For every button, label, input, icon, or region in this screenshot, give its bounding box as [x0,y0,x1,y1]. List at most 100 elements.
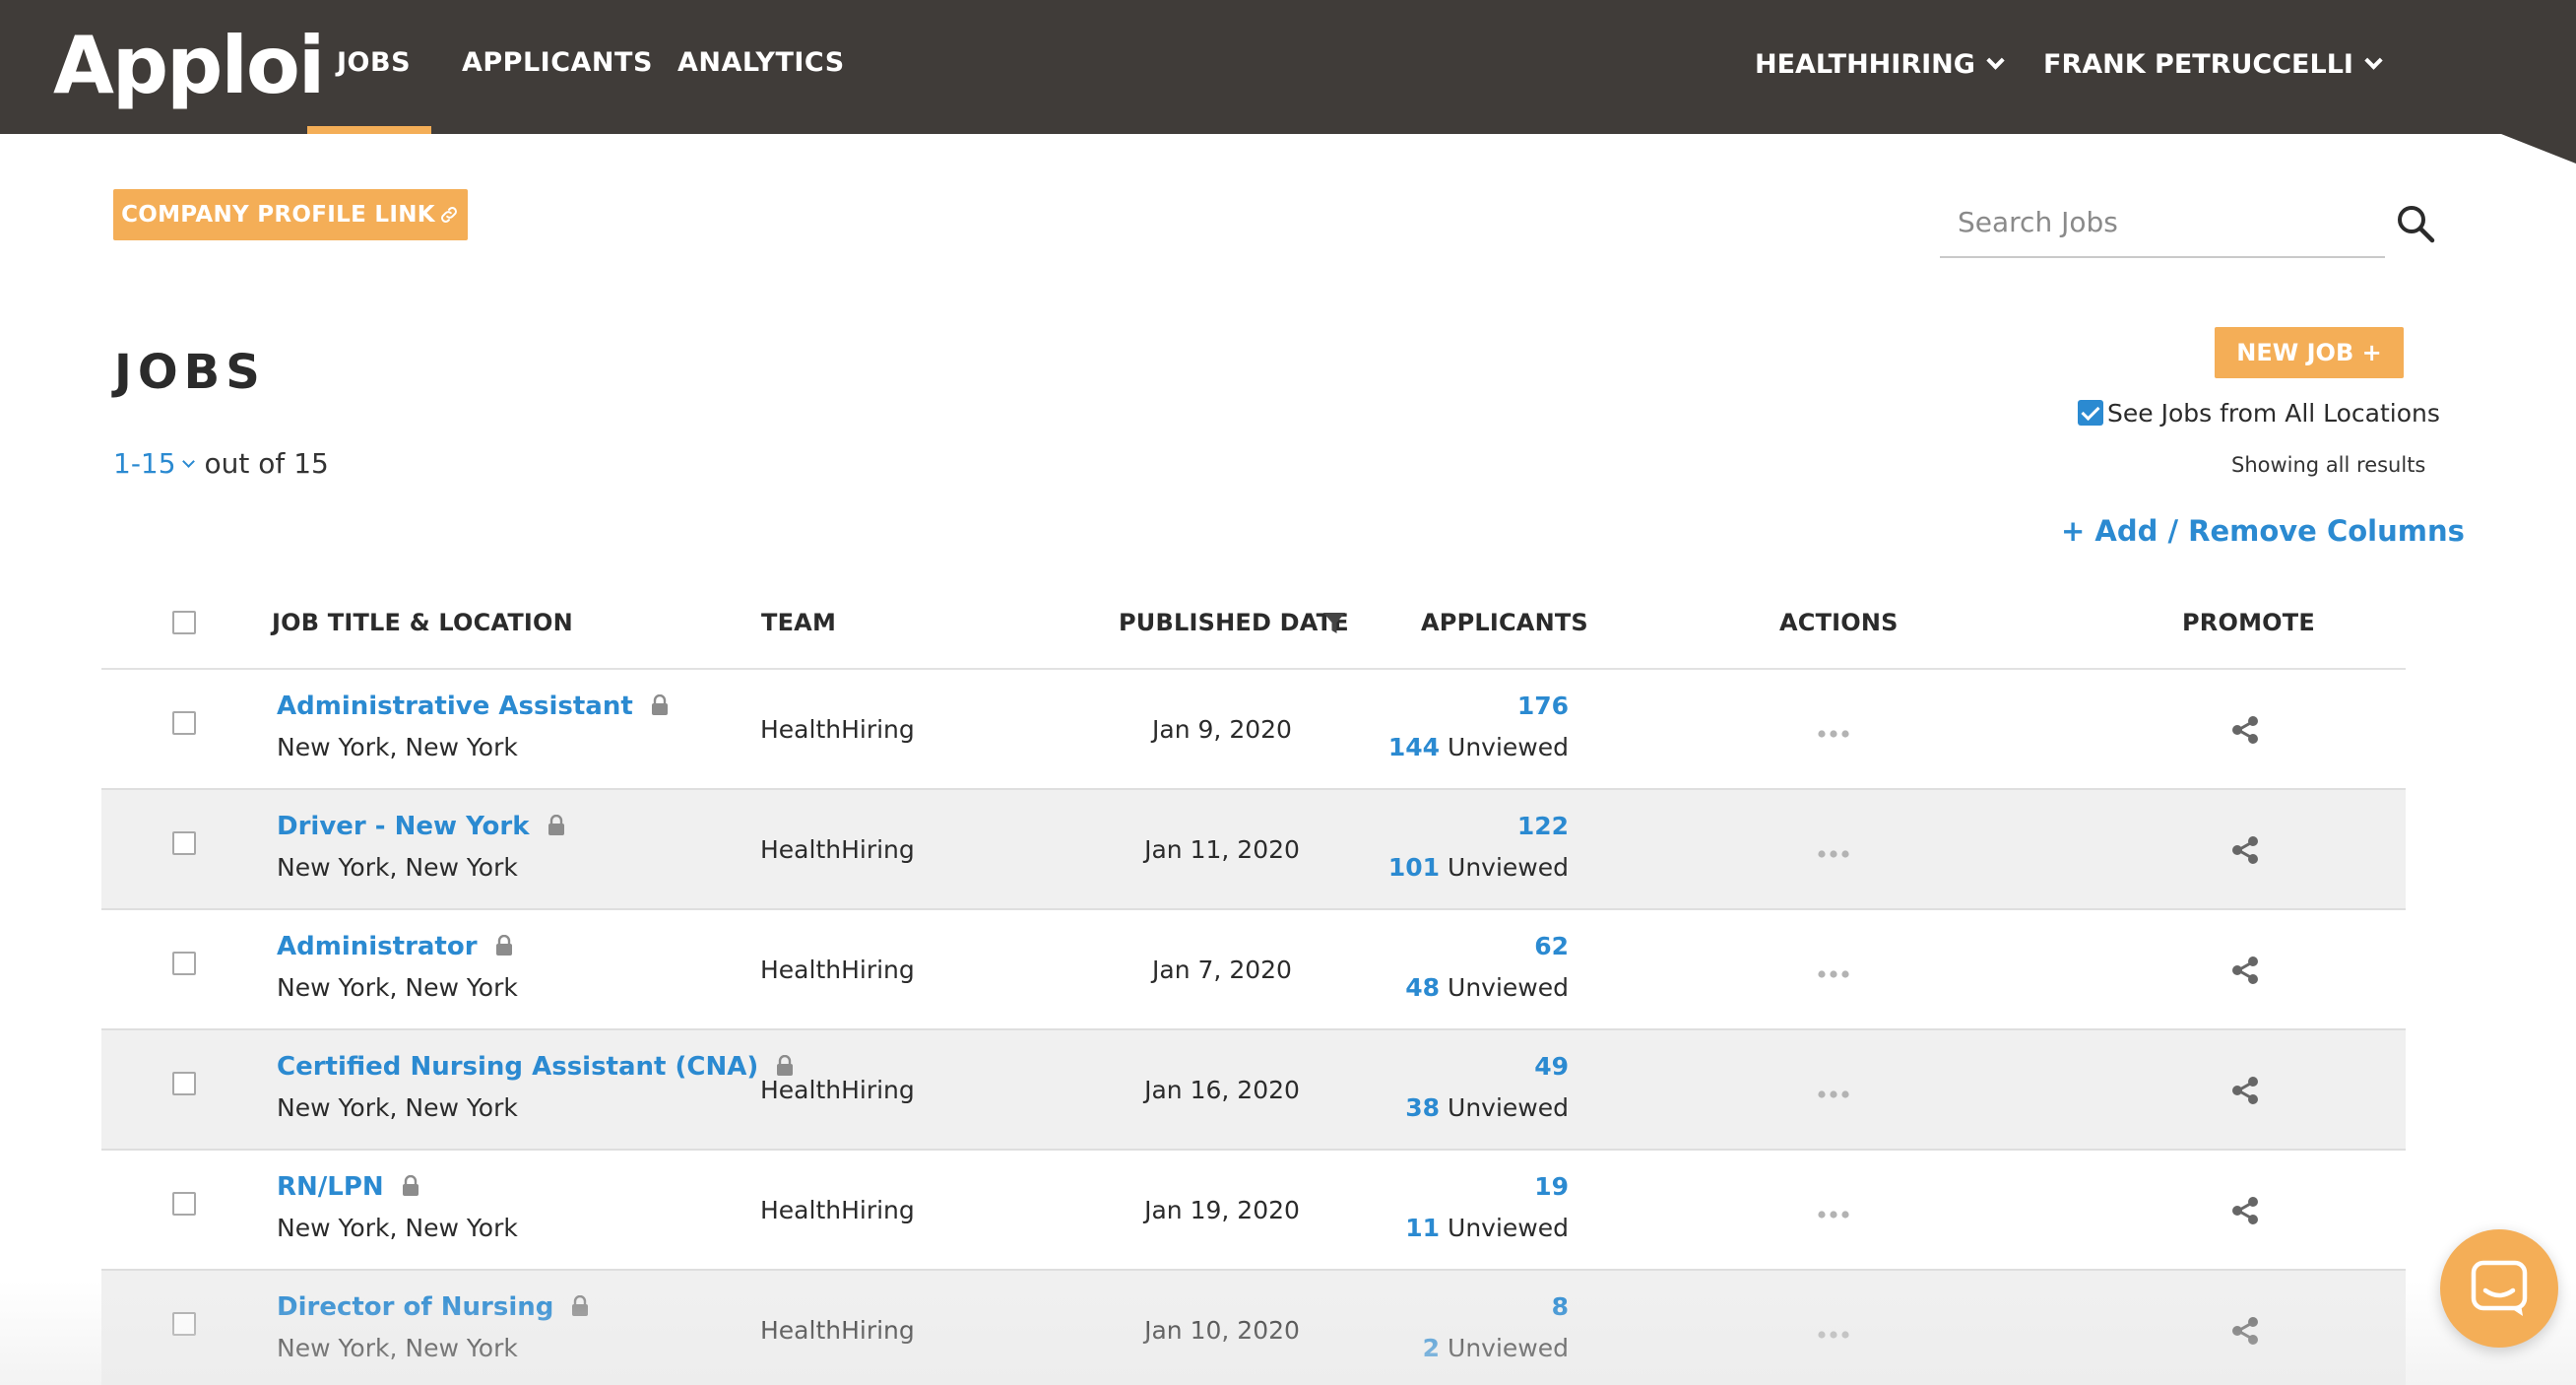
page-range-dropdown[interactable]: 1-15 [113,447,195,480]
unviewed-summary: 144 Unviewed [1313,733,1569,761]
link-icon [440,207,457,223]
more-actions-icon[interactable] [1817,847,1850,861]
share-icon[interactable] [2230,1317,2260,1345]
unviewed-count[interactable]: 144 [1387,733,1441,761]
lock-icon [495,935,512,956]
table-row: Administrative Assistant New York, New Y… [101,670,2406,790]
all-locations-label[interactable]: See Jobs from All Locations [2107,399,2440,428]
row-checkbox[interactable] [172,1072,196,1095]
job-title-link[interactable]: Director of Nursing [277,1292,554,1322]
more-actions-icon[interactable] [1817,967,1850,981]
applicants-count[interactable]: 122 [1516,812,1569,840]
lock-icon [777,1055,794,1076]
unviewed-count[interactable]: 11 [1405,1214,1441,1242]
job-location: New York, New York [277,973,518,1002]
all-locations-checkbox[interactable] [2078,400,2103,426]
job-location: New York, New York [277,1214,518,1242]
header-actions: ACTIONS [1779,609,1899,636]
header-promote: PROMOTE [2182,609,2315,636]
more-actions-icon[interactable] [1817,1328,1850,1342]
page-range-label: 1-15 [113,447,176,480]
table-row: Driver - New York New York, New York Hea… [101,790,2406,910]
unviewed-label: Unviewed [1448,1093,1569,1122]
header-team[interactable]: TEAM [761,609,837,636]
job-title-link[interactable]: Administrative Assistant [277,692,633,721]
search-icon[interactable] [2395,203,2438,246]
company-profile-link-button[interactable]: COMPANY PROFILE LINK [113,189,468,240]
share-icon[interactable] [2230,1197,2260,1224]
more-actions-icon[interactable] [1817,727,1850,741]
more-actions-icon[interactable] [1817,1088,1850,1101]
add-remove-columns-link[interactable]: + Add / Remove Columns [2061,514,2465,548]
more-actions-icon[interactable] [1817,1208,1850,1221]
table-row: RN/LPN New York, New York HealthHiring J… [101,1151,2406,1271]
published-date: Jan 16, 2020 [1144,1076,1300,1104]
applicants-count[interactable]: 49 [1534,1052,1569,1081]
header-published-date[interactable]: PUBLISHED DATE [1119,609,1349,636]
lock-icon [651,694,668,715]
applicants-count[interactable]: 176 [1516,692,1569,720]
company-menu[interactable]: HEALTHHIRING [1755,49,2005,80]
user-menu[interactable]: FRANK PETRUCCELLI [2043,49,2383,80]
select-all-checkbox[interactable] [172,611,196,634]
share-icon[interactable] [2230,1077,2260,1104]
company-menu-label: HEALTHHIRING [1755,49,1975,80]
job-location: New York, New York [277,1334,518,1362]
search-input[interactable] [1958,199,2371,244]
job-team: HealthHiring [760,1316,915,1345]
unviewed-label: Unviewed [1448,973,1569,1002]
job-team: HealthHiring [760,1196,915,1224]
applicants-count[interactable]: 19 [1534,1172,1569,1201]
row-checkbox[interactable] [172,711,196,735]
unviewed-count[interactable]: 48 [1405,973,1441,1002]
unviewed-count[interactable]: 2 [1422,1334,1441,1362]
unviewed-summary: 2 Unviewed [1313,1334,1569,1362]
published-date: Jan 7, 2020 [1152,956,1292,984]
unviewed-label: Unviewed [1448,1334,1569,1362]
unviewed-label: Unviewed [1448,853,1569,882]
header-applicants[interactable]: APPLICANTS [1421,609,1588,636]
job-team: HealthHiring [760,1076,915,1104]
apploi-logo[interactable]: Apploi [53,20,325,111]
nav-applicants[interactable]: APPLICANTS [462,47,653,78]
nav-jobs[interactable]: JOBS [337,47,412,78]
lock-icon [547,815,564,835]
filter-icon[interactable] [1322,611,1346,636]
chevron-down-icon [1986,51,2005,70]
row-checkbox[interactable] [172,831,196,855]
top-nav: Apploi JOBS APPLICANTS ANALYTICS HEALTHH… [0,0,2576,134]
unviewed-summary: 101 Unviewed [1313,853,1569,882]
chat-icon [2471,1260,2528,1316]
share-icon[interactable] [2230,836,2260,864]
header-job-title[interactable]: JOB TITLE & LOCATION [272,609,573,636]
job-title-link[interactable]: RN/LPN [277,1172,384,1202]
job-title-link[interactable]: Certified Nursing Assistant (CNA) [277,1052,759,1082]
row-checkbox[interactable] [172,1312,196,1336]
table-row: Director of Nursing New York, New York H… [101,1271,2406,1385]
new-job-button[interactable]: NEW JOB + [2215,327,2404,378]
table-row: Administrator New York, New York HealthH… [101,910,2406,1030]
job-location: New York, New York [277,853,518,882]
job-location: New York, New York [277,733,518,761]
applicants-count[interactable]: 62 [1534,932,1569,960]
chevron-down-icon [181,455,195,468]
published-date: Jan 10, 2020 [1144,1316,1300,1345]
unviewed-summary: 11 Unviewed [1313,1214,1569,1242]
unviewed-label: Unviewed [1448,1214,1569,1242]
unviewed-count[interactable]: 38 [1405,1093,1441,1122]
share-icon[interactable] [2230,956,2260,984]
nav-analytics[interactable]: ANALYTICS [677,47,845,78]
unviewed-summary: 48 Unviewed [1313,973,1569,1002]
results-status: Showing all results [2231,453,2426,477]
job-title-link[interactable]: Administrator [277,932,478,961]
share-icon[interactable] [2230,716,2260,744]
job-team: HealthHiring [760,835,915,864]
row-checkbox[interactable] [172,1192,196,1216]
chat-launcher-button[interactable] [2440,1229,2558,1348]
page-title: JOBS [114,345,266,400]
row-checkbox[interactable] [172,952,196,975]
applicants-count[interactable]: 8 [1551,1292,1569,1321]
table-header-divider [101,668,2406,670]
job-title-link[interactable]: Driver - New York [277,812,530,841]
unviewed-count[interactable]: 101 [1387,853,1441,882]
